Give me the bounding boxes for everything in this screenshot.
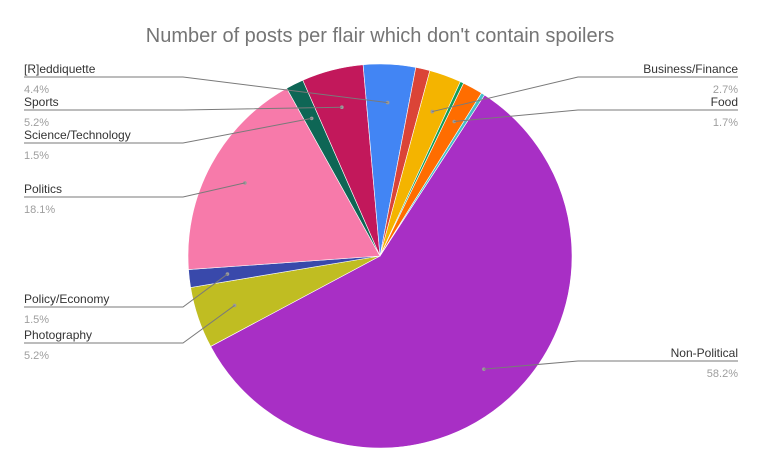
label-name-business-finance: Business/Finance: [643, 62, 738, 76]
label-name-r-eddiquette: [R]eddiquette: [24, 62, 96, 76]
leader-dot-sports: [340, 105, 344, 110]
label-percent-politics: 18.1%: [24, 204, 55, 216]
leader-line-non-political: [483, 360, 738, 370]
label-percent-science-technology: 1.5%: [24, 150, 49, 162]
leader-line-politics: [24, 182, 246, 198]
pie-slice-unlabeled-11: [379, 92, 485, 257]
leader-line-photography: [24, 305, 235, 344]
label-name-policy-economy: Policy/Economy: [24, 292, 109, 306]
label-name-non-political: Non-Political: [671, 346, 738, 360]
leader-line-sports: [24, 106, 342, 111]
leader-dot-non-political: [482, 367, 486, 371]
pie-labels: Non-Political 58.2% Photography 5.2% Policy/…: [24, 62, 738, 380]
leader-line-r-eddiquette: [24, 76, 388, 104]
pie-slices: [187, 63, 573, 449]
label-percent-photography: 5.2%: [24, 350, 49, 362]
label-percent-r-eddiquette: 4.4%: [24, 84, 49, 96]
pie-slice-non-political: [210, 94, 573, 449]
label-name-science-technology: Science/Technology: [24, 128, 131, 142]
label-percent-policy-economy: 1.5%: [24, 314, 49, 326]
leader-line-policy-economy: [24, 273, 228, 308]
leader-line-science-technology: [24, 117, 312, 144]
label-percent-business-finance: 2.7%: [713, 84, 738, 96]
label-name-sports: Sports: [24, 95, 59, 109]
label-percent-sports: 5.2%: [24, 117, 49, 129]
chart-title: Number of posts per flair which don't co…: [146, 25, 615, 47]
label-name-photography: Photography: [24, 328, 92, 342]
label-name-food: Food: [711, 95, 738, 109]
label-name-politics: Politics: [24, 182, 62, 196]
leader-line-business-finance: [432, 76, 738, 113]
label-percent-non-political: 58.2%: [707, 368, 738, 380]
label-percent-food: 1.7%: [713, 117, 738, 129]
leader-line-food: [454, 109, 738, 122]
pie-slice-politics: [187, 87, 381, 270]
